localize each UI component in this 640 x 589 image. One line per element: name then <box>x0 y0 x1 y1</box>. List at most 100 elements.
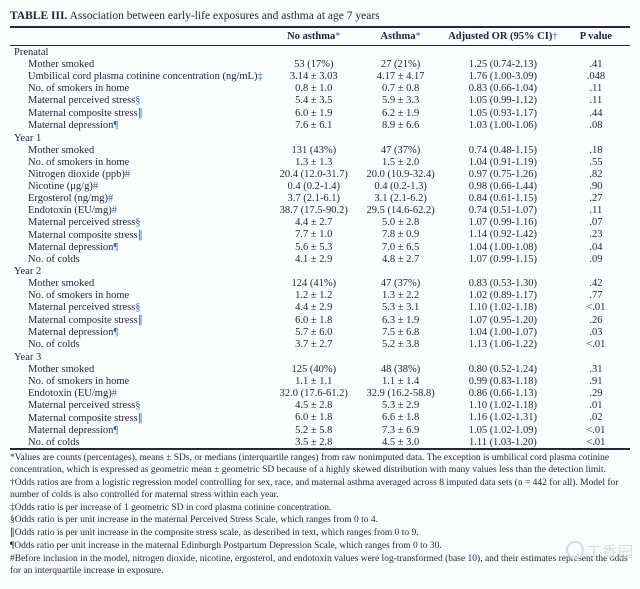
cell-value: 1.16 (1.02-1.31) <box>444 411 562 424</box>
table-row: Maternal perceived stress§5.4 ± 3.55.9 ±… <box>10 95 630 107</box>
table-row: Mother smoked131 (43%)47 (37%)0.74 (0.48… <box>10 144 630 156</box>
footnote: #Before inclusion in the model, nitrogen… <box>10 554 630 578</box>
cell-value: .02 <box>562 411 630 424</box>
row-label: Maternal composite stress∥ <box>10 411 270 424</box>
table-row: Mother smoked125 (40%)48 (38%)0.80 (0.52… <box>10 363 630 375</box>
footnote-marker: ∥ <box>138 108 143 119</box>
footnote: ∥Odds ratio is per unit increase in the … <box>10 528 630 540</box>
row-label: Maternal perceived stress§ <box>10 302 270 314</box>
cell-value: .11 <box>562 83 630 95</box>
row-label: No. of smokers in home <box>10 290 270 302</box>
cell-value: 5.0 ± 2.8 <box>357 216 444 228</box>
footnote-marker: § <box>135 95 140 106</box>
cell-value: 53 (17%) <box>270 59 357 71</box>
cell-value: 1.5 ± 2.0 <box>357 156 444 168</box>
cell-value: 7.3 ± 6.9 <box>357 424 444 436</box>
cell-value: 4.1 ± 2.9 <box>270 253 357 265</box>
cell-value: 1.05 (0.93-1.17) <box>444 107 562 120</box>
row-label: Maternal depression¶ <box>10 241 270 253</box>
section-heading: Year 1 <box>10 132 630 145</box>
section-heading: Year 2 <box>10 265 630 278</box>
cell-value: <.01 <box>562 424 630 436</box>
cell-value: 1.04 (1.00-1.08) <box>444 241 562 253</box>
cell-value: 47 (37%) <box>357 144 444 156</box>
row-label: Maternal composite stress∥ <box>10 314 270 327</box>
cell-value: .91 <box>562 375 630 387</box>
footnote-marker: * <box>415 31 420 42</box>
cell-value: .11 <box>562 95 630 107</box>
cell-value: .07 <box>562 216 630 228</box>
cell-value: .23 <box>562 228 630 241</box>
cell-value: <.01 <box>562 436 630 449</box>
cell-value: 0.74 (0.51-1.07) <box>444 204 562 216</box>
cell-value: .29 <box>562 387 630 399</box>
cell-value: 0.4 (0.2-1.3) <box>357 180 444 192</box>
cell-value: .18 <box>562 144 630 156</box>
cell-value: 0.86 (0.66-1.13) <box>444 387 562 399</box>
cell-value: 3.14 ± 3.03 <box>270 71 357 83</box>
table-row: No. of smokers in home0.8 ± 1.00.7 ± 0.8… <box>10 83 630 95</box>
table-row: Umbilical cord plasma cotinine concentra… <box>10 71 630 83</box>
table-row: No. of smokers in home1.3 ± 1.31.5 ± 2.0… <box>10 156 630 168</box>
cell-value: 32.9 (16.2-58.8) <box>357 387 444 399</box>
cell-value: 7.5 ± 6.8 <box>357 327 444 339</box>
cell-value: 4.4 ± 2.7 <box>270 216 357 228</box>
row-label: Endotoxin (EU/mg)# <box>10 387 270 399</box>
cell-value: 27 (21%) <box>357 59 444 71</box>
table-row: Maternal perceived stress§4.4 ± 2.75.0 ±… <box>10 216 630 228</box>
cell-value: 1.3 ± 2.2 <box>357 290 444 302</box>
cell-value: .90 <box>562 180 630 192</box>
cell-value: <.01 <box>562 302 630 314</box>
cell-value: 0.7 ± 0.8 <box>357 83 444 95</box>
footnote-marker: # <box>125 169 130 180</box>
table-row: Nicotine (μg/g)#0.4 (0.2-1.4)0.4 (0.2-1.… <box>10 180 630 192</box>
footnote-marker: † <box>552 31 557 42</box>
table-row: Endotoxin (EU/mg)#32.0 (17.6-61.2)32.9 (… <box>10 387 630 399</box>
cell-value: 20.0 (10.9-32.4) <box>357 168 444 180</box>
row-label: Maternal perceived stress§ <box>10 216 270 228</box>
cell-value: .77 <box>562 290 630 302</box>
column-header: P value <box>562 27 630 46</box>
footnote-marker: # <box>112 205 117 216</box>
cell-value: .31 <box>562 363 630 375</box>
row-label: No. of colds <box>10 253 270 265</box>
row-label: Endotoxin (EU/mg)# <box>10 204 270 216</box>
cell-value: 6.0 ± 1.8 <box>270 314 357 327</box>
cell-value: 1.1 ± 1.4 <box>357 375 444 387</box>
row-label: Nicotine (μg/g)# <box>10 180 270 192</box>
cell-value: 32.0 (17.6-61.2) <box>270 387 357 399</box>
cell-value: 7.6 ± 6.1 <box>270 120 357 132</box>
cell-value: 1.04 (1.00-1.07) <box>444 327 562 339</box>
cell-value: 1.05 (0.99-1.12) <box>444 95 562 107</box>
footnotes: *Values are counts (percentages), means … <box>10 453 630 578</box>
footnote-marker: ¶ <box>113 327 118 338</box>
row-label: Mother smoked <box>10 363 270 375</box>
footnote-marker: ¶ <box>113 425 118 436</box>
cell-value: 4.8 ± 2.7 <box>357 253 444 265</box>
table-row: No. of colds3.7 ± 2.75.2 ± 3.81.13 (1.06… <box>10 339 630 351</box>
cell-value: 1.03 (1.00-1.06) <box>444 120 562 132</box>
cell-value: <.01 <box>562 339 630 351</box>
cell-value: 1.05 (1.02-1.09) <box>444 424 562 436</box>
cell-value: 1.02 (0.89-1.17) <box>444 290 562 302</box>
table-body: PrenatalMother smoked53 (17%)27 (21%)1.2… <box>10 46 630 450</box>
footnote-marker: ‡ <box>257 71 262 82</box>
row-label: No. of colds <box>10 436 270 449</box>
footnote: *Values are counts (percentages), means … <box>10 453 630 477</box>
cell-value: 7.8 ± 0.9 <box>357 228 444 241</box>
footnote-marker: # <box>108 193 113 204</box>
footnote-marker: § <box>135 302 140 313</box>
cell-value: .26 <box>562 314 630 327</box>
cell-value: .04 <box>562 241 630 253</box>
cell-value: 4.5 ± 3.0 <box>357 436 444 449</box>
row-label: Mother smoked <box>10 144 270 156</box>
section-heading: Prenatal <box>10 46 630 59</box>
cell-value: 4.5 ± 2.8 <box>270 399 357 411</box>
table-row: Maternal composite stress∥6.0 ± 1.86.3 ±… <box>10 314 630 327</box>
cell-value: 1.10 (1.02-1.18) <box>444 302 562 314</box>
row-label: No. of smokers in home <box>10 83 270 95</box>
section-row: Year 3 <box>10 351 630 364</box>
cell-value: 5.9 ± 3.3 <box>357 95 444 107</box>
section-heading: Year 3 <box>10 351 630 364</box>
section-row: Prenatal <box>10 46 630 59</box>
